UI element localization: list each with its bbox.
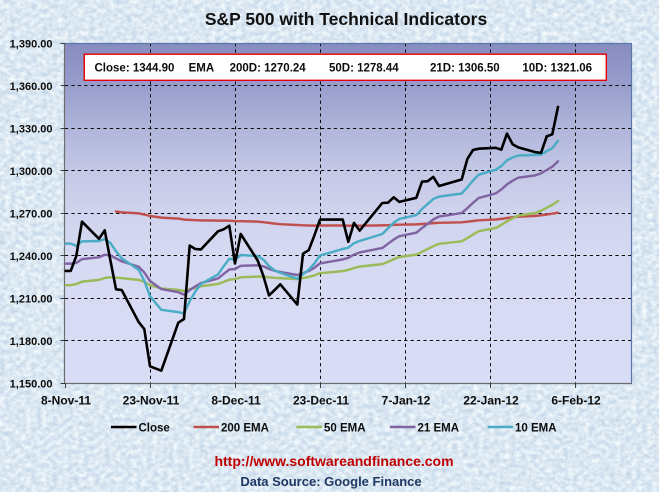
svg-text:1,150.00: 1,150.00 xyxy=(10,378,53,390)
svg-text:Data Source: Google Finance: Data Source: Google Finance xyxy=(240,474,421,489)
svg-text:6-Feb-12: 6-Feb-12 xyxy=(551,393,601,407)
svg-text:21D: 1306.50: 21D: 1306.50 xyxy=(430,63,500,75)
svg-text:S&P 500 with Technical Indicat: S&P 500 with Technical Indicators xyxy=(205,9,488,29)
svg-text:http://www.softwareandfinance.: http://www.softwareandfinance.com xyxy=(214,453,453,469)
svg-text:1,360.00: 1,360.00 xyxy=(10,81,53,93)
svg-text:1,270.00: 1,270.00 xyxy=(10,208,53,220)
svg-text:23-Dec-11: 23-Dec-11 xyxy=(293,393,349,407)
svg-text:10D: 1321.06: 10D: 1321.06 xyxy=(522,63,592,75)
svg-text:EMA: EMA xyxy=(189,63,215,75)
svg-text:10 EMA: 10 EMA xyxy=(515,423,557,435)
svg-text:8-Nov-11: 8-Nov-11 xyxy=(41,393,91,407)
svg-text:50D: 1278.44: 50D: 1278.44 xyxy=(329,63,399,75)
svg-text:1,240.00: 1,240.00 xyxy=(10,251,53,263)
svg-text:Close: 1344.90: Close: 1344.90 xyxy=(95,63,175,75)
svg-text:23-Nov-11: 23-Nov-11 xyxy=(123,393,180,407)
svg-text:7-Jan-12: 7-Jan-12 xyxy=(382,393,431,407)
svg-text:1,390.00: 1,390.00 xyxy=(10,38,53,50)
svg-text:1,210.00: 1,210.00 xyxy=(10,293,53,305)
svg-text:200 EMA: 200 EMA xyxy=(221,423,269,435)
svg-text:1,330.00: 1,330.00 xyxy=(10,123,53,135)
svg-text:22-Jan-12: 22-Jan-12 xyxy=(463,393,519,407)
svg-text:200D: 1270.24: 200D: 1270.24 xyxy=(230,63,307,75)
svg-text:8-Dec-11: 8-Dec-11 xyxy=(211,393,261,407)
svg-text:1,180.00: 1,180.00 xyxy=(10,336,53,348)
svg-text:1,300.00: 1,300.00 xyxy=(10,166,53,178)
svg-text:21 EMA: 21 EMA xyxy=(418,423,460,435)
svg-text:50 EMA: 50 EMA xyxy=(324,423,366,435)
svg-text:Close: Close xyxy=(139,423,170,435)
